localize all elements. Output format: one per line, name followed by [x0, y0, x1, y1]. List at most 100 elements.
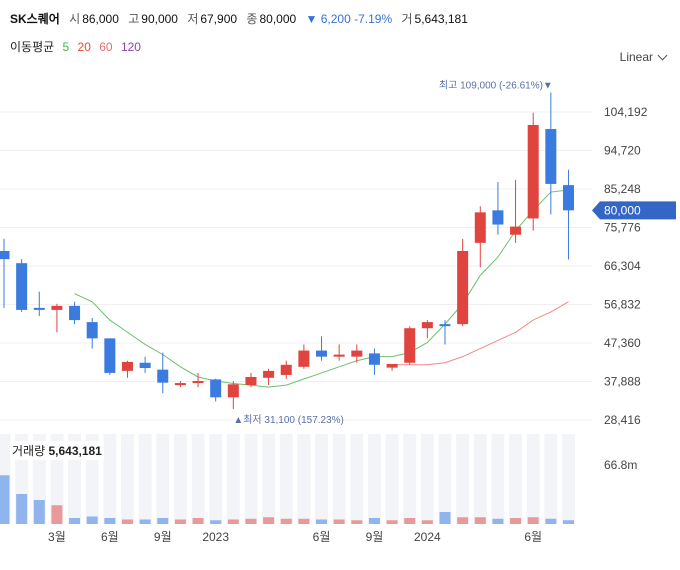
candle-body	[386, 363, 398, 368]
volume-bar	[510, 518, 522, 524]
volume-bg-column	[173, 434, 187, 524]
volume-bar	[86, 516, 98, 524]
x-axis-label: 2024	[414, 530, 441, 544]
candle-body	[280, 364, 292, 375]
price-tick-label: 75,776	[604, 221, 641, 235]
volume-bar	[139, 519, 151, 524]
current-price-label: 80,000	[604, 203, 641, 217]
close-label: 종	[246, 12, 258, 26]
volume-bg-column	[209, 434, 223, 524]
candle-body	[351, 350, 363, 357]
x-axis-label: 6월	[524, 530, 542, 544]
volume-bg-column	[526, 434, 540, 524]
volume-bar	[404, 518, 416, 524]
volume-bar	[0, 475, 10, 524]
candle-body	[69, 305, 81, 321]
volume-bg-column	[350, 434, 364, 524]
open-value: 86,000	[82, 12, 119, 26]
candle-body	[457, 250, 469, 325]
volume-bar	[210, 520, 222, 524]
price-tick-label: 85,248	[604, 182, 641, 196]
volume-bar	[386, 520, 398, 524]
volume-value: 5,643,181	[414, 12, 468, 26]
volume-title-text: 거래량	[12, 444, 46, 458]
candle-body	[527, 124, 539, 219]
open-label: 시	[69, 12, 81, 26]
ma5-line	[74, 189, 569, 388]
candle-body	[0, 250, 10, 260]
volume-title-value: 5,643,181	[48, 444, 102, 458]
volume-bar	[16, 494, 28, 524]
ma-period-120[interactable]: 120	[120, 40, 141, 54]
volume-bg-column	[420, 434, 434, 524]
volume-bg-column	[262, 434, 276, 524]
volume-bar	[492, 518, 504, 524]
volume-tick-label: 66.8m	[604, 458, 637, 472]
volume-bar	[280, 518, 292, 524]
candle-body	[545, 129, 557, 184]
volume-bg-column	[509, 434, 523, 524]
price-tick-label: 37,888	[604, 375, 641, 389]
volume-bg-column	[297, 434, 311, 524]
candle-body	[86, 322, 98, 339]
volume-bar	[368, 518, 380, 524]
price-tick-label: 104,192	[604, 105, 648, 119]
volume-bar	[245, 518, 257, 524]
close-value: 80,000	[259, 12, 297, 26]
x-axis-label: 6월	[101, 530, 119, 544]
price-tick-label: 28,416	[604, 413, 641, 427]
volume-bar	[157, 518, 169, 524]
volume-bar	[545, 518, 557, 524]
volume-bg-column	[191, 434, 205, 524]
stock-name: SK스퀘어	[10, 12, 60, 26]
volume-bg-column	[226, 434, 240, 524]
candle-body	[368, 353, 380, 365]
volume-bg-column	[279, 434, 293, 524]
candle-body	[263, 370, 275, 378]
price-tick-label: 94,720	[604, 144, 641, 158]
volume-bg-column	[385, 434, 399, 524]
volume-bg-column	[138, 434, 152, 524]
candle-body	[439, 324, 451, 327]
volume-bar	[527, 517, 539, 524]
x-axis-label: 2023	[202, 530, 229, 544]
volume-bg-column	[315, 434, 329, 524]
scale-label: Linear	[619, 50, 653, 64]
candle-body	[492, 210, 504, 225]
candle-body	[562, 185, 574, 211]
candle-body	[121, 361, 133, 371]
low-value: 67,900	[200, 12, 238, 26]
stock-summary: SK스퀘어 시 86,000 고 90,000 저 67,900 종 80,000 ▼ …	[10, 10, 474, 27]
candle-body	[157, 369, 169, 383]
high-annotation: 최고 109,000 (-26.61%)▼	[439, 79, 553, 91]
volume-label: 거	[401, 12, 413, 26]
volume-bar	[104, 518, 116, 524]
x-axis-label: 3월	[48, 530, 66, 544]
header: SK스퀘어 시 86,000 고 90,000 저 67,900 종 80,000 ▼ …	[0, 0, 680, 70]
volume-bg-column	[244, 434, 258, 524]
volume-bg-column	[403, 434, 417, 524]
ma-period-60[interactable]: 60	[99, 40, 113, 54]
volume-bar	[351, 520, 363, 524]
candle-body	[139, 362, 151, 369]
candle-body	[333, 354, 345, 357]
volume-bg-column	[103, 434, 117, 524]
volume-bg-column	[561, 434, 575, 524]
candle-body	[104, 338, 116, 373]
volume-bg-column	[438, 434, 452, 524]
low-annotation: ▲최저 31,100 (157.23%)	[233, 414, 344, 426]
scale-dropdown[interactable]: Linear	[619, 50, 668, 64]
ma-period-20[interactable]: 20	[77, 40, 91, 54]
volume-bar	[298, 518, 310, 524]
volume-bar	[227, 519, 239, 524]
candle-body	[210, 379, 222, 398]
ma-title: 이동평균	[10, 40, 55, 54]
ma-legend[interactable]: 이동평균 5 20 60 120	[10, 38, 146, 55]
volume-bg-column	[473, 434, 487, 524]
candle-body	[227, 384, 239, 398]
ma-period-5[interactable]: 5	[62, 40, 70, 54]
candle-body	[510, 226, 522, 235]
candle-body	[474, 212, 486, 243]
volume-bar	[316, 519, 328, 524]
